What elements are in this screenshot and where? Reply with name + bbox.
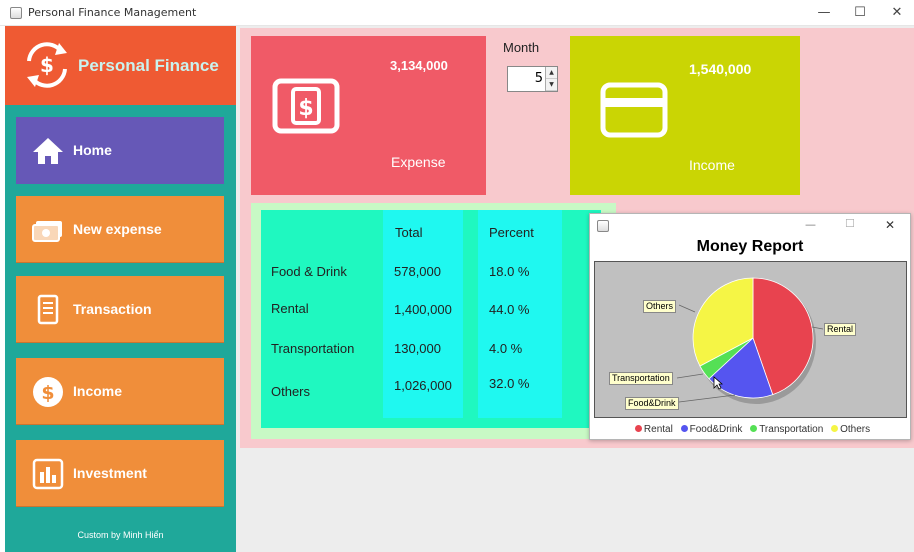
table-header-total: Total [395,225,423,240]
svg-text:$: $ [298,96,313,121]
legend-label: Transportation [759,424,824,435]
income-card: 1,540,000 Income [570,36,800,195]
legend-label: Rental [643,424,673,435]
table-header-percent: Percent [489,225,534,240]
java-app-icon [10,7,22,19]
pie-label-food-drink: Food&Drink [625,397,679,410]
legend-food-swatch [680,425,688,432]
table-cell-percent: 4.0 % [489,341,523,356]
legend-transport-swatch [750,425,758,432]
minimize-button[interactable]: — [817,5,831,20]
table-cell-percent: 18.0 % [489,264,530,279]
spinner-up-icon[interactable]: ▲ [546,67,557,79]
report-minimize-button[interactable]: — [805,218,816,231]
expense-label: Expense [391,154,446,170]
pie-label-transportation: Transportation [609,372,673,385]
pie-plot-area: Others Rental Transportation Food&Drink [594,261,907,418]
expense-card: $ 3,134,000 Expense [251,36,486,195]
close-button[interactable]: ✕ [891,5,903,20]
java-app-icon [597,220,609,232]
sidebar-item-transaction[interactable]: Transaction [16,276,224,343]
pie-slice-rental [752,277,814,396]
table-cell-total: 1,400,000 [394,302,452,317]
report-close-button[interactable]: ✕ [885,218,896,232]
expense-amount: 3,134,000 [390,58,448,73]
table-cell-total: 130,000 [394,341,441,356]
sidebar-item-new-expense[interactable]: New expense [16,196,224,263]
month-label: Month [503,40,540,55]
table-cell-total: 578,000 [394,264,441,279]
month-spinner[interactable]: 5 ▲ ▼ [507,66,558,92]
report-title: Money Report [696,238,804,255]
svg-text:$: $ [40,53,54,77]
mouse-cursor-icon [713,376,723,390]
sidebar-item-investment[interactable]: Investment [16,440,224,507]
finance-logo-icon: $ [27,42,67,88]
chart-legend: Rental Food&Drink Transportation Others [590,424,910,435]
dollar-coin-icon: $ [33,377,63,407]
bar-chart-icon [32,458,64,490]
legend-rental-swatch [634,425,642,432]
credit-card-icon [600,82,668,138]
title-bar: Personal Finance Management — ☐ ✕ [0,0,914,26]
money-report-window[interactable]: — ☐ ✕ Money Report Others Rental Transpo… [589,213,911,440]
table-cell-category: Rental [271,301,309,316]
pie-slice-others [692,277,754,367]
home-icon [33,138,63,164]
footer-credit: Custom by Minh Hiển [77,530,164,540]
receipt-icon [37,294,59,325]
pie-chart [676,277,824,404]
table-cell-percent: 32.0 % [489,376,530,391]
legend-others-swatch [831,425,839,432]
legend-label: Food&Drink [689,424,743,435]
cash-icon: $ [272,78,340,134]
table-cell-category: Others [271,384,311,399]
sidebar-item-label: Home [73,142,112,158]
sidebar-item-label: Income [73,383,123,399]
sidebar-item-income[interactable]: $ Income [16,358,224,425]
pie-label-rental: Rental [824,323,857,336]
money-icon [32,221,62,242]
sidebar-item-label: Transaction [73,301,152,317]
svg-text:$: $ [41,382,54,404]
total-column [383,210,463,418]
income-amount: 1,540,000 [689,61,752,77]
brand-header: $ Personal Finance [5,26,236,105]
legend-label: Others [840,424,871,435]
maximize-button[interactable]: ☐ [854,5,866,20]
table-cell-total: 1,026,000 [394,378,452,393]
report-maximize-button[interactable]: ☐ [845,217,855,230]
table-cell-percent: 44.0 % [489,302,530,317]
pie-slice-food-drink [708,337,774,399]
window-title: Personal Finance Management [28,6,197,19]
sidebar-item-label: New expense [73,221,162,237]
table-cell-category: Transportation [271,341,355,356]
month-value: 5 [534,71,543,86]
sidebar-item-label: Investment [73,465,147,481]
table-cell-category: Food & Drink [271,264,347,279]
percent-column [478,210,562,418]
brand-title: Personal Finance [78,56,219,75]
income-label: Income [689,157,735,173]
sidebar-item-home[interactable]: Home [16,117,224,184]
spinner-down-icon[interactable]: ▼ [546,79,557,91]
pie-label-others: Others [643,300,677,313]
